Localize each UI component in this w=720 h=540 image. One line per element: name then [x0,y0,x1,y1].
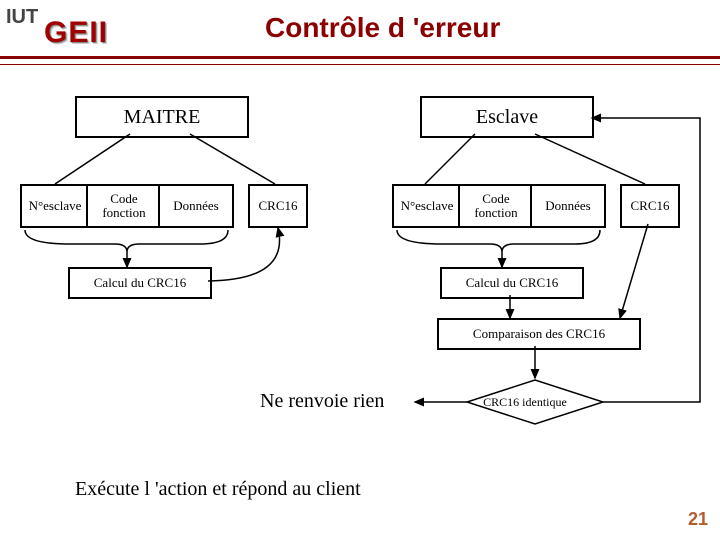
right-cell-codefonction: Code fonction [458,184,534,228]
maitre-label: MAITRE [124,106,201,129]
esclave-box: Esclave [420,96,594,138]
left-calc-box: Calcul du CRC16 [68,267,212,299]
logo-iut-text: IUT [6,6,38,29]
no-reply-text: Ne renvoie rien [260,390,384,413]
maitre-box: MAITRE [75,96,249,138]
logo-geii-text: GEII [44,16,108,50]
right-cell-nesclave: N°esclave [392,184,462,228]
decision-diamond: CRC16 identique [465,378,585,426]
page-number: 21 [688,509,708,530]
esclave-label: Esclave [476,106,538,129]
left-cell-codefonction: Code fonction [86,184,162,228]
left-cell-crc16: CRC16 [248,184,308,228]
right-cell-donnees: Données [530,184,606,228]
right-calc-box: Calcul du CRC16 [440,267,584,299]
page-title: Contrôle d 'erreur [265,12,500,44]
left-cell-donnees: Données [158,184,234,228]
logo: IUT GEII [6,6,226,56]
right-cell-crc16: CRC16 [620,184,680,228]
left-cell-nesclave: N°esclave [20,184,90,228]
title-underline [0,56,720,65]
compare-box: Comparaison des CRC16 [437,318,641,350]
execute-text: Exécute l 'action et répond au client [75,478,361,501]
